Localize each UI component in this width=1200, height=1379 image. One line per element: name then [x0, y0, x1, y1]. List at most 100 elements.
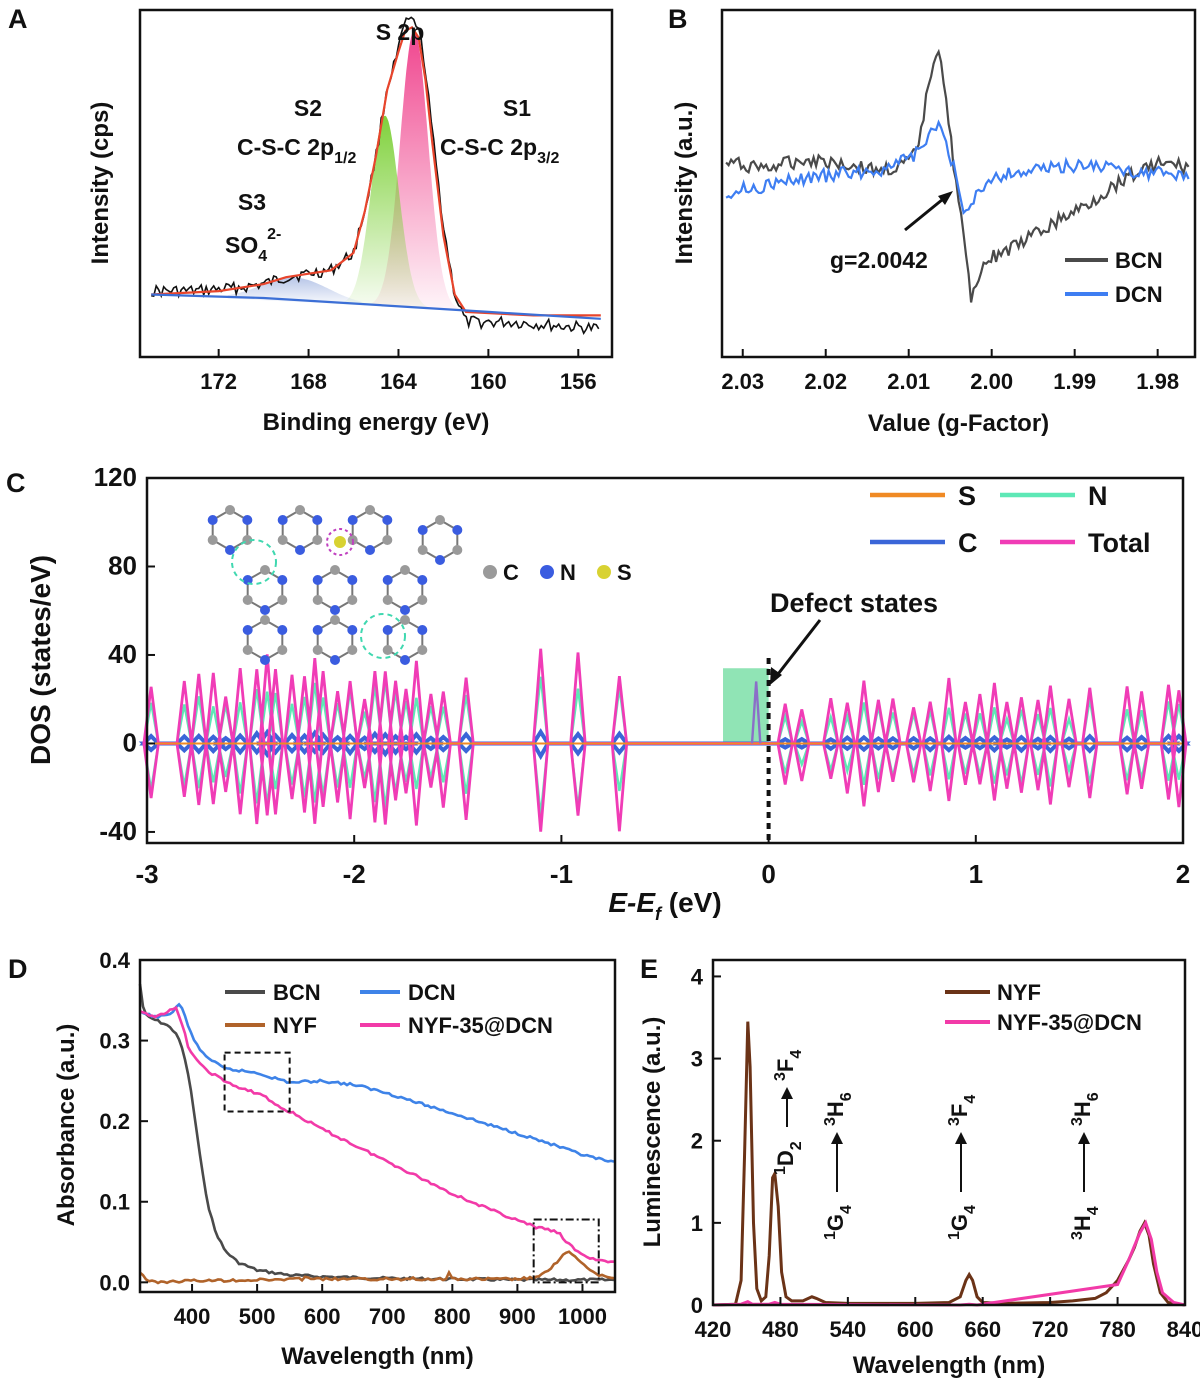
- x-tick-label: 900: [499, 1304, 536, 1329]
- transition-arrow-head: [1078, 1132, 1090, 1144]
- x-axis-label: Value (g-Factor): [868, 410, 1049, 437]
- x-axis-label: Wavelength (nm): [853, 1352, 1045, 1379]
- dos-total-down: [142, 742, 1188, 832]
- x-tick-label: 800: [434, 1304, 471, 1329]
- y-tick-label: 0.4: [99, 948, 130, 973]
- atom: [347, 625, 358, 635]
- series-line-baseline: [151, 293, 601, 320]
- atom: [365, 545, 375, 555]
- peak-fill-1: [346, 30, 482, 312]
- atom: [225, 545, 235, 555]
- inset-legend-label-N: N: [560, 560, 576, 585]
- plot-frame: [138, 8, 614, 359]
- legend-label-Total: Total: [1088, 528, 1151, 558]
- atom: [330, 655, 340, 665]
- y-axis-label: Intensity (cps): [87, 102, 114, 265]
- atom: [260, 605, 270, 615]
- series-line-NYF-35@DCN: [139, 1005, 615, 1264]
- inset-legend-dot-S: [597, 565, 611, 579]
- atom: [382, 595, 393, 605]
- atom: [347, 645, 358, 655]
- peak-fill-3: [227, 277, 363, 306]
- atom: [400, 605, 410, 615]
- atom: [400, 565, 410, 575]
- transition-arrow-head: [781, 1087, 793, 1099]
- inset-legend-label-S: S: [617, 560, 632, 585]
- panel-label-e: E: [640, 954, 658, 984]
- series-line-DCN: [725, 119, 1190, 216]
- legend-label-NYF: NYF: [273, 1013, 317, 1038]
- transition-from-label: 1D2: [772, 1141, 805, 1175]
- atom: [295, 505, 305, 515]
- atom: [382, 535, 393, 545]
- atom: [347, 515, 358, 525]
- defect-peak: [750, 681, 762, 744]
- y-axis-label: DOS (states/eV): [25, 555, 56, 765]
- atom: [417, 575, 428, 585]
- atom: [347, 575, 358, 585]
- y-axis-label: Absorbance (a.u.): [53, 1024, 80, 1227]
- atom: [242, 595, 253, 605]
- transition-from-label: 3H4: [1069, 1206, 1102, 1240]
- legend-label-S: S: [958, 481, 976, 511]
- x-tick-label: 600: [304, 1304, 341, 1329]
- atom: [382, 625, 393, 635]
- atom: [382, 515, 393, 525]
- y-tick-label: 80: [108, 550, 137, 580]
- panel-label-d: D: [8, 954, 28, 984]
- panel-d: D 400 500 600 700 800 900 1000 0.0 0.1 0.2 0.3 0.4 W…: [8, 948, 617, 1370]
- defect-states-label: Defect states: [770, 588, 938, 618]
- x-tick-label: -2: [343, 859, 366, 889]
- legend-label-NYF-35@DCN: NYF-35@DCN: [997, 1010, 1142, 1035]
- atom: [312, 515, 323, 525]
- inset-legend-dot-C: [483, 565, 497, 579]
- y-tick-label: 40: [108, 639, 137, 669]
- defect-arrow: [773, 619, 822, 679]
- zoom-box-2: [532, 1218, 600, 1284]
- defect-arrow-head: [770, 667, 782, 685]
- panel-c: C -3 -2 -1 0 1 2 -40 0 40 80 120 E-Ef (eV) DOS (stat…: [6, 462, 1191, 924]
- atom: [452, 525, 463, 535]
- atom: [417, 595, 428, 605]
- atom: [417, 545, 428, 555]
- atom: [260, 615, 270, 625]
- atom: [330, 605, 340, 615]
- vacancy-circle: [231, 539, 277, 585]
- atom: [417, 625, 428, 635]
- sulfur-atom: [334, 536, 346, 548]
- y-axis-label: Intensity (a.u.): [671, 102, 698, 265]
- atom: [242, 625, 253, 635]
- atom: [400, 655, 410, 665]
- atom: [382, 575, 393, 585]
- panel-label-b: B: [668, 4, 688, 34]
- x-tick-label: 164: [380, 369, 417, 394]
- atom: [435, 515, 445, 525]
- atom: [277, 645, 288, 655]
- panel-a: A 172 168 164 160 156 Binding energy (eV) Inte…: [8, 4, 614, 436]
- x-tick-label: 420: [695, 1317, 732, 1342]
- atom: [225, 505, 235, 515]
- legend-label-BCN: BCN: [1115, 248, 1163, 273]
- atom: [277, 595, 288, 605]
- y-tick-label: 0.1: [99, 1190, 130, 1215]
- atom: [417, 645, 428, 655]
- s1-label: S1: [503, 95, 531, 121]
- x-tick-label: 720: [1032, 1317, 1069, 1342]
- atom: [347, 595, 358, 605]
- vacancy-circle: [360, 613, 406, 659]
- y-tick-label: 0: [123, 727, 137, 757]
- atom: [277, 535, 288, 545]
- atom: [435, 555, 445, 565]
- atom: [207, 515, 218, 525]
- transition-to-label: 3F4: [946, 1095, 979, 1126]
- plot-frame: [138, 958, 617, 1294]
- s3-label: S3: [238, 189, 266, 215]
- g-arrow: [904, 193, 949, 232]
- inset-legend-dot-N: [540, 565, 554, 579]
- y-tick-label: -40: [99, 816, 137, 846]
- x-tick-label: 780: [1099, 1317, 1136, 1342]
- x-tick-label: 700: [369, 1304, 406, 1329]
- x-tick-label: 1.99: [1053, 369, 1096, 394]
- transition-to-label: 3F4: [772, 1050, 805, 1081]
- x-axis-label: Wavelength (nm): [281, 1343, 473, 1370]
